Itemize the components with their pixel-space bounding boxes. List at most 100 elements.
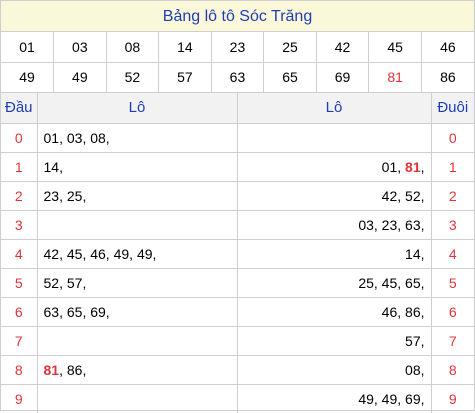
lo-right-cell: 25, 45, 65, <box>237 268 432 298</box>
lo-number: 57 <box>66 274 83 291</box>
number-cell: 23 <box>211 32 265 63</box>
lo-number: 69 <box>405 390 421 407</box>
lo-number: 08 <box>405 361 421 378</box>
lo-number: 49 <box>113 245 130 262</box>
duoi-cell: 2 <box>431 181 474 211</box>
lo-number: 57 <box>405 332 421 349</box>
lo-right-cell: 08, <box>237 355 432 385</box>
loto-row: 8 81, 86, 08, 8 <box>1 355 474 385</box>
lo-left-cell: 23, 25, <box>37 181 238 211</box>
lo-number: 03 <box>358 216 374 233</box>
lo-right-cell: 42, 52, <box>237 181 432 211</box>
lo-number: 49 <box>136 245 153 262</box>
lo-number: 14 <box>43 158 60 175</box>
dau-cell: 6 <box>1 297 38 327</box>
number-cell: 69 <box>316 62 370 93</box>
number-cell: 25 <box>263 32 317 63</box>
lo-number: 25 <box>66 187 83 204</box>
lo-right-cell: 14, <box>237 239 432 269</box>
lo-number: 65 <box>66 303 83 320</box>
number-cell: 52 <box>106 62 160 93</box>
duoi-cell: 5 <box>431 268 474 298</box>
duoi-cell: 4 <box>431 239 474 269</box>
lo-number: 03 <box>66 129 83 146</box>
number-cell: 08 <box>106 32 160 63</box>
lo-left-cell <box>37 326 238 356</box>
lo-left-cell: 01, 03, 08, <box>37 123 238 153</box>
lo-left-cell: 81, 86, <box>37 355 238 385</box>
lo-number: 81 <box>43 361 60 378</box>
duoi-cell: 0 <box>431 123 474 153</box>
dau-cell: 9 <box>1 384 38 413</box>
duoi-cell: 1 <box>431 152 474 182</box>
header-lo-right: Lô <box>237 93 432 124</box>
lo-number: 49 <box>381 390 398 407</box>
loto-row: 3 03, 23, 63, 3 <box>1 210 474 240</box>
numbers-row: 49 49 52 57 63 65 69 81 86 <box>1 62 474 93</box>
lo-number: 25 <box>358 274 374 291</box>
lo-left-cell <box>37 210 238 240</box>
number-cell: 49 <box>53 62 107 93</box>
loto-row: 5 52, 57, 25, 45, 65, 5 <box>1 268 474 298</box>
dau-cell: 4 <box>1 239 38 269</box>
loto-row: 6 63, 65, 69, 46, 86, 6 <box>1 297 474 327</box>
lo-left-cell: 42, 45, 46, 49, 49, <box>37 239 238 269</box>
number-cell: 49 <box>1 62 55 93</box>
duoi-cell: 8 <box>431 355 474 385</box>
lo-right-cell: 03, 23, 63, <box>237 210 432 240</box>
duoi-cell: 6 <box>431 297 474 327</box>
dau-cell: 2 <box>1 181 38 211</box>
number-cell: 86 <box>421 62 474 93</box>
lo-number: 63 <box>43 303 60 320</box>
lo-number: 08 <box>90 129 106 146</box>
dau-cell: 3 <box>1 210 38 240</box>
number-cell: 65 <box>263 62 317 93</box>
lo-left-cell: 63, 65, 69, <box>37 297 238 327</box>
dau-cell: 8 <box>1 355 38 385</box>
lo-number: 45 <box>66 245 83 262</box>
duoi-cell: 9 <box>448 390 457 407</box>
lo-right-cell: 57, <box>237 326 432 356</box>
loto-row: 9 49, 49, 69, 9 <box>1 384 474 413</box>
number-cell: 81 <box>368 62 422 93</box>
number-cell: 14 <box>158 32 212 63</box>
lo-number: 42 <box>43 245 60 262</box>
number-cell: 46 <box>421 32 474 63</box>
result-numbers-grid: 01 03 08 14 23 25 42 45 46 49 49 52 57 63 65 69 81 86 <box>1 32 474 93</box>
lo-number: 23 <box>381 216 398 233</box>
lo-number: 46 <box>381 303 398 320</box>
lo-number: 42 <box>381 187 398 204</box>
numbers-row: 01 03 08 14 23 25 42 45 46 <box>1 32 474 63</box>
lo-right-cell: 46, 86, <box>237 297 432 327</box>
lo-left-cell: 52, 57, <box>37 268 238 298</box>
number-cell: 63 <box>211 62 265 93</box>
number-cell: 42 <box>316 32 370 63</box>
dau-cell: 7 <box>1 326 38 356</box>
loto-row: 2 23, 25, 42, 52, 2 <box>1 181 474 211</box>
lo-number: 86 <box>405 303 421 320</box>
duoi-cell: 7 <box>431 326 474 356</box>
lo-number: 46 <box>90 245 106 262</box>
lo-number: 52 <box>405 187 421 204</box>
loto-row: 4 42, 45, 46, 49, 49, 14, 4 <box>1 239 474 269</box>
number-cell: 03 <box>53 32 107 63</box>
header-dau: Đầu <box>1 93 38 124</box>
duoi-cell: 3 <box>431 210 474 240</box>
header-duoi: Đuôi <box>431 93 474 124</box>
lo-number: 52 <box>43 274 60 291</box>
lo-number: 01 <box>381 158 398 175</box>
dau-cell: 1 <box>1 152 38 182</box>
dau-cell: 5 <box>1 268 38 298</box>
number-cell: 45 <box>368 32 422 63</box>
lo-number: 49 <box>358 390 374 407</box>
dau-cell: 0 <box>1 123 38 153</box>
lo-left-cell: 14, <box>37 152 238 182</box>
loto-grid: Đầu Lô Lô Đuôi 0 01, 03, 08, 0 1 14, 01, 81… <box>1 93 474 413</box>
lo-number: 23 <box>43 187 60 204</box>
loto-row: 7 57, 7 <box>1 326 474 356</box>
lo-number: 45 <box>381 274 398 291</box>
lo-number: 86 <box>66 361 83 378</box>
table-title: Bảng lô tô Sóc Trăng <box>1 1 474 32</box>
header-lo-left: Lô <box>37 93 238 124</box>
